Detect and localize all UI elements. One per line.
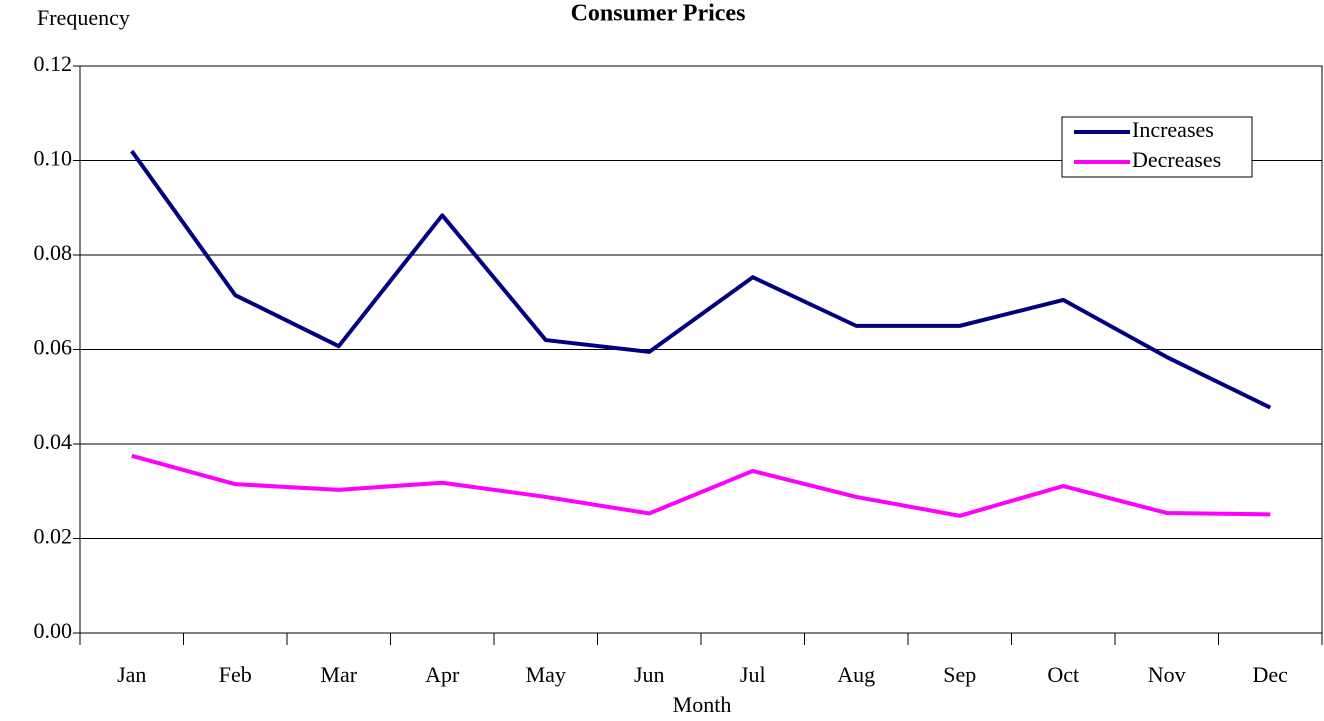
y-tick-label: 0.10 [34,146,73,171]
y-tick-label: 0.08 [34,240,73,265]
x-tick-label: Dec [1253,662,1289,687]
x-tick-label: Jul [740,662,766,687]
legend-label: Increases [1132,117,1214,142]
chart-title: Consumer Prices [571,1,746,27]
x-tick-label: Feb [219,662,252,687]
series-line [131,453,1271,518]
y-tick-label: 0.00 [34,618,73,643]
x-axis-label: Month [673,692,732,717]
x-tick-label: Jun [634,662,665,687]
x-tick-label: Apr [425,662,460,687]
x-tick-label: Oct [1047,662,1079,687]
x-tick-label: May [526,662,566,687]
legend-label: Decreases [1132,147,1221,172]
x-tick-label: Nov [1148,662,1186,687]
y-tick-label: 0.02 [34,524,73,549]
x-tick-label: Aug [837,662,875,687]
x-tick-label: Sep [943,662,976,687]
y-tick-label: 0.12 [34,51,73,76]
y-tick-label: 0.06 [34,335,73,360]
series-line [130,149,1272,410]
legend-box [1061,116,1253,178]
y-tick-label: 0.04 [34,429,73,454]
x-tick-label: Mar [320,662,357,687]
x-tick-label: Jan [117,662,146,687]
y-axis-label: Frequency [37,5,130,30]
